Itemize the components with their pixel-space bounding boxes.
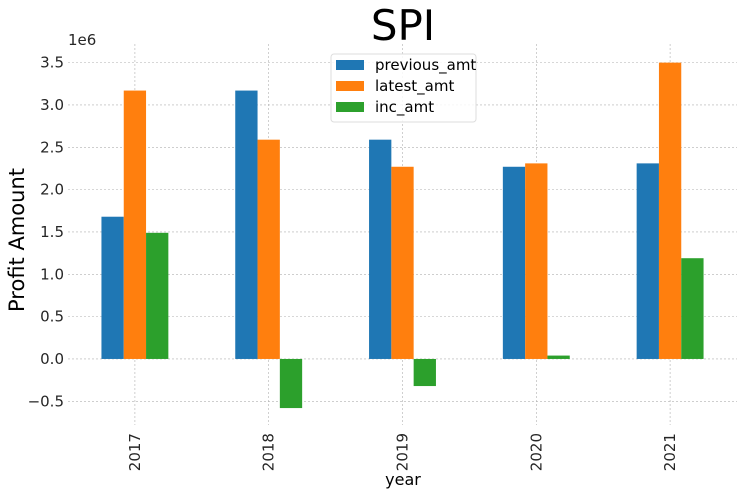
x-tick-label: 2021 — [661, 433, 679, 471]
bar-previous_amt-2020 — [502, 166, 526, 359]
bar-inc_amt-2021 — [681, 258, 704, 359]
bar-inc_amt-2019 — [413, 358, 436, 387]
legend: previous_amt latest_amt inc_amt — [330, 53, 477, 123]
legend-label-previous_amt: previous_amt — [375, 56, 476, 75]
bar-inc_amt-2017 — [146, 232, 169, 359]
y-tick-label: 1.5 — [40, 223, 64, 241]
bar-latest_amt-2017 — [123, 90, 147, 359]
y-tick-label: 3.0 — [40, 96, 64, 114]
bar-previous_amt-2017 — [101, 216, 124, 359]
y-tick-label: 3.5 — [40, 54, 64, 72]
x-axis-ticks: 2017 2018 2019 2020 2021 — [126, 433, 679, 471]
bar-previous_amt-2019 — [369, 139, 392, 359]
legend-box — [330, 53, 477, 123]
legend-swatch-inc_amt — [336, 102, 364, 112]
y-tick-label: 1.0 — [40, 265, 64, 283]
bar-latest_amt-2018 — [257, 139, 280, 359]
y-tick-label: 2.0 — [40, 181, 64, 199]
bar-previous_amt-2018 — [235, 90, 258, 359]
x-tick-label: 2020 — [527, 433, 545, 471]
x-tick-label: 2019 — [394, 433, 412, 471]
bar-latest_amt-2019 — [391, 166, 414, 359]
y-tick-label: 0.0 — [40, 350, 64, 368]
y-tick-label: 2.5 — [40, 138, 64, 156]
bar-latest_amt-2021 — [658, 62, 682, 359]
bar-previous_amt-2021 — [636, 163, 659, 359]
bars-layer — [101, 62, 704, 409]
legend-label-inc_amt: inc_amt — [375, 98, 434, 117]
y-tick-label: 0.5 — [40, 308, 64, 326]
x-axis-label: year — [385, 470, 421, 489]
y-multiplier-label: 1e6 — [68, 31, 96, 49]
legend-swatch-previous_amt — [336, 60, 364, 70]
chart-title: SPI — [371, 1, 435, 50]
y-axis-ticks: −0.5 0.0 0.5 1.0 1.5 2.0 2.5 3.0 3.5 — [28, 54, 64, 411]
bar-inc_amt-2018 — [279, 358, 303, 409]
x-tick-label: 2017 — [126, 433, 144, 471]
y-axis-label: Profit Amount — [5, 168, 29, 312]
legend-label-latest_amt: latest_amt — [375, 77, 454, 96]
bar-latest_amt-2020 — [525, 163, 548, 359]
legend-swatch-latest_amt — [336, 81, 364, 91]
x-tick-label: 2018 — [260, 433, 278, 471]
bar-inc_amt-2020 — [547, 355, 570, 359]
grid-layer — [68, 44, 737, 425]
y-tick-label: −0.5 — [28, 392, 64, 410]
